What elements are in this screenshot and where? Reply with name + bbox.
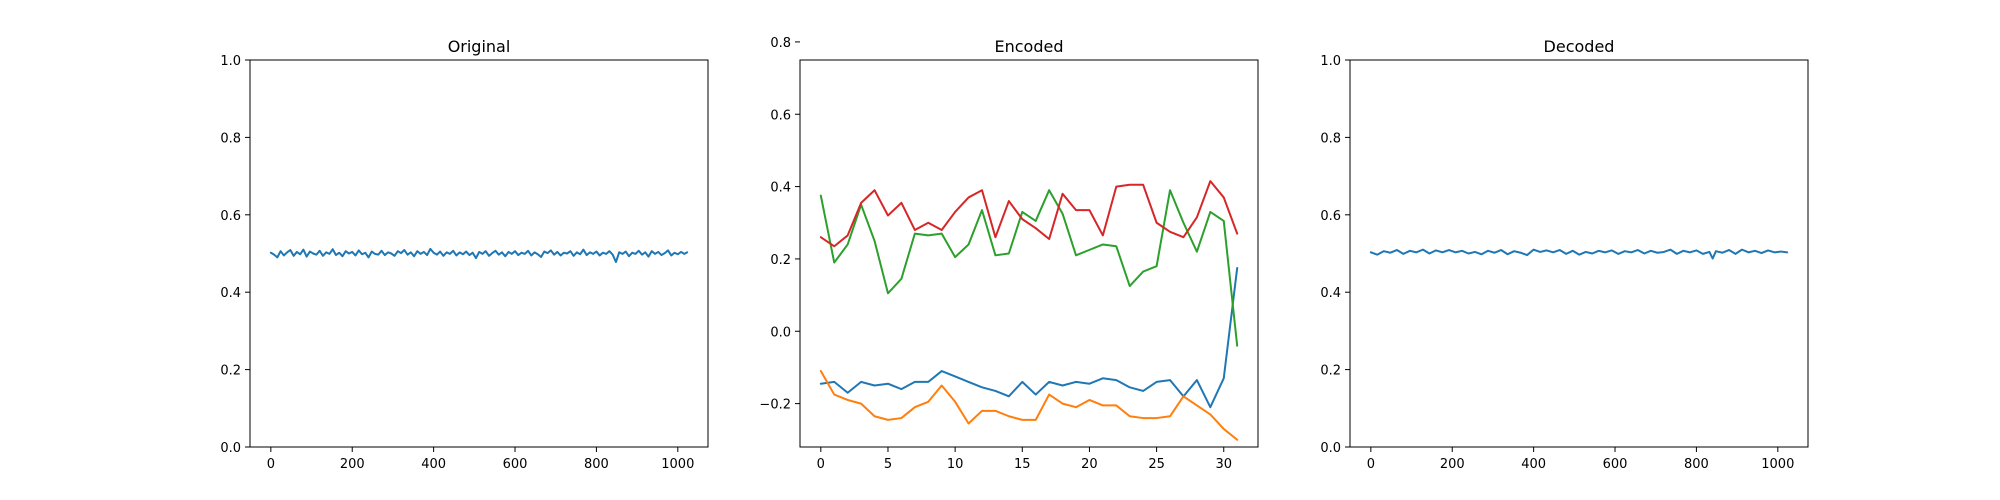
decoded-axes-frame — [1349, 59, 1809, 448]
encoded-y-tick-label: 0.6 — [770, 108, 791, 123]
chart-encoded: Encoded 0 5 10 15 20 25 30 −0.2 0.0 0.2 0.4 0.6 0.8 — [759, 36, 1259, 472]
encoded-series-4-line — [819, 180, 1239, 248]
chart-title-decoded: Decoded — [1544, 37, 1615, 56]
decoded-x-tick-label: 200 — [1440, 457, 1465, 472]
original-x-tick-label: 400 — [421, 457, 446, 472]
decoded-x-tick-label: 0 — [1367, 457, 1375, 472]
encoded-x-tick-label: 25 — [1148, 457, 1165, 472]
original-x-tick-label: 600 — [503, 457, 528, 472]
original-x-tick-label: 800 — [584, 457, 609, 472]
encoded-series-2-line — [819, 370, 1239, 441]
original-y-tick-label: 0.2 — [220, 364, 241, 379]
decoded-y-tick-label: 0.0 — [1320, 441, 1341, 456]
original-x-tick-label: 0 — [267, 457, 275, 472]
encoded-series-3-line — [819, 189, 1239, 347]
encoded-series-1-line — [819, 266, 1239, 409]
encoded-x-tick-label: 10 — [947, 457, 964, 472]
original-y-tick-label: 0.4 — [220, 286, 241, 301]
chart-title-original: Original — [448, 37, 511, 56]
encoded-x-tick-label: 0 — [817, 457, 825, 472]
decoded-x-tick-label: 600 — [1603, 457, 1628, 472]
chart-decoded: Decoded 0 200 400 600 800 1000 0.0 0.2 0.4 0.6 0.8… — [1320, 37, 1809, 472]
encoded-x-tick-label: 30 — [1215, 457, 1232, 472]
encoded-y-tick-label: 0.0 — [770, 325, 791, 340]
encoded-x-tick-label: 15 — [1014, 457, 1031, 472]
decoded-y-tick-label: 1.0 — [1320, 54, 1341, 69]
decoded-x-tick-label: 400 — [1521, 457, 1546, 472]
encoded-axes-frame — [799, 59, 1259, 448]
chart-original: Original 0 200 400 600 800 1000 0.0 0.2 0.4 0.6 0.… — [220, 37, 709, 472]
decoded-y-tick-label: 0.6 — [1320, 209, 1341, 224]
original-axes-frame — [249, 59, 709, 448]
decoded-y-tick-label: 0.4 — [1320, 286, 1341, 301]
original-y-tick-label: 0.8 — [220, 131, 241, 146]
decoded-y-tick-label: 0.2 — [1320, 364, 1341, 379]
encoded-y-tick-label: 0.4 — [770, 181, 791, 196]
original-x-tick-label: 1000 — [661, 457, 694, 472]
original-y-tick-label: 1.0 — [220, 54, 241, 69]
chart-title-encoded: Encoded — [995, 37, 1064, 56]
encoded-y-tick-label: −0.2 — [759, 398, 791, 413]
decoded-y-tick-label: 0.8 — [1320, 131, 1341, 146]
original-series-1-line — [269, 247, 689, 264]
encoded-x-tick-label: 5 — [884, 457, 892, 472]
decoded-x-tick-label: 1000 — [1761, 457, 1794, 472]
decoded-series-1-line — [1369, 248, 1789, 260]
encoded-y-tick-label: 0.2 — [770, 253, 791, 268]
original-y-tick-label: 0.0 — [220, 441, 241, 456]
encoded-y-tick-label: 0.8 — [770, 36, 791, 51]
original-y-tick-label: 0.6 — [220, 209, 241, 224]
decoded-x-tick-label: 800 — [1684, 457, 1709, 472]
original-x-tick-label: 200 — [340, 457, 365, 472]
encoded-x-tick-label: 20 — [1081, 457, 1098, 472]
